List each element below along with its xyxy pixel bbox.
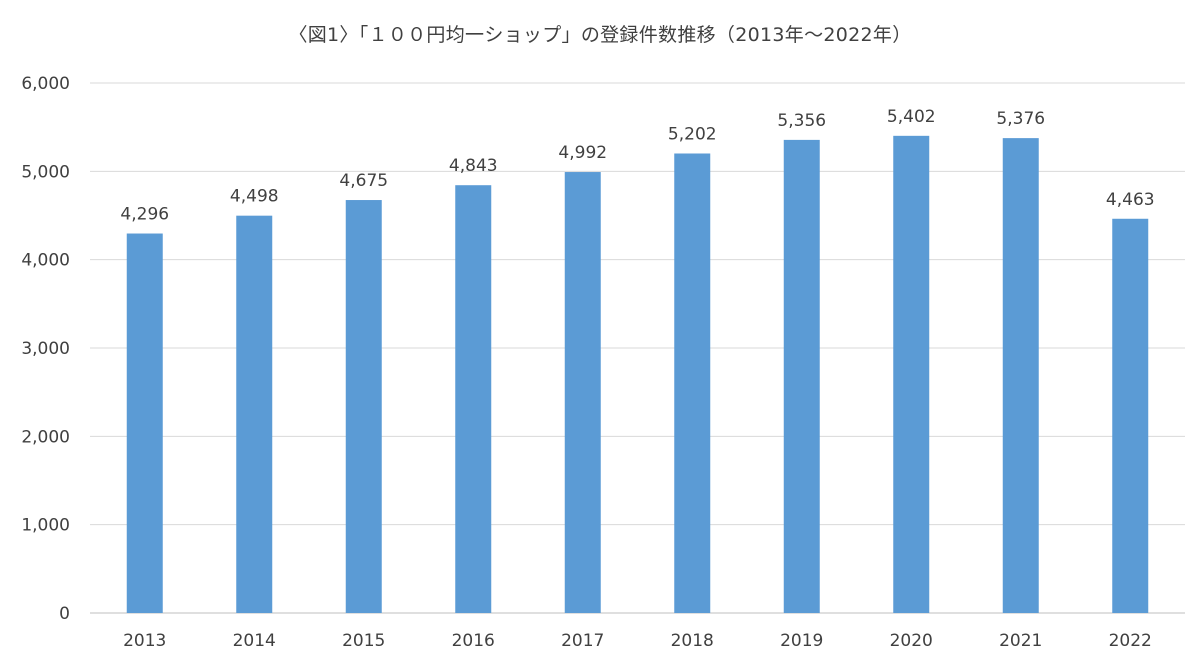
x-tick-label-2013: 2013 — [123, 631, 166, 651]
data-label-2013: 4,296 — [120, 205, 169, 225]
chart-title: 〈図1〉「１００円均一ショップ」の登録件数推移（2013年～2022年） — [288, 24, 912, 46]
x-tick-label-2015: 2015 — [342, 631, 385, 651]
x-axis-ticks: 2013 2014 2015 2016 2017 2018 2019 2020 2021 2022 — [123, 631, 1152, 651]
y-tick-label: 0 — [59, 604, 70, 624]
x-tick-label-2020: 2020 — [890, 631, 933, 651]
x-tick-label-2014: 2014 — [233, 631, 276, 651]
bar-2016 — [455, 185, 492, 613]
x-tick-label-2018: 2018 — [671, 631, 714, 651]
bar-2013 — [126, 233, 163, 613]
x-tick-label-2016: 2016 — [452, 631, 495, 651]
bar-2020 — [893, 135, 930, 613]
bar-2017 — [564, 172, 601, 614]
y-tick-label: 1,000 — [21, 516, 70, 536]
x-tick-label-2021: 2021 — [999, 631, 1042, 651]
y-axis-ticks: 0 1,000 2,000 3,000 4,000 5,000 6,000 — [21, 74, 70, 624]
y-tick-label: 4,000 — [21, 251, 70, 271]
gridlines — [90, 82, 1185, 614]
x-tick-label-2022: 2022 — [1109, 631, 1152, 651]
bars — [126, 135, 1149, 614]
data-label-2017: 4,992 — [558, 143, 607, 163]
data-label-2019: 5,356 — [777, 111, 826, 131]
y-tick-label: 2,000 — [21, 427, 70, 447]
x-tick-label-2019: 2019 — [780, 631, 823, 651]
bar-2021 — [1002, 138, 1039, 613]
data-label-2016: 4,843 — [449, 156, 498, 176]
data-label-2014: 4,498 — [230, 187, 279, 207]
data-label-2020: 5,402 — [887, 107, 936, 127]
x-tick-label-2017: 2017 — [561, 631, 604, 651]
bar-2015 — [345, 200, 382, 613]
data-label-2021: 5,376 — [996, 109, 1045, 129]
y-tick-label: 6,000 — [21, 74, 70, 94]
bar-2018 — [674, 153, 711, 614]
y-tick-label: 3,000 — [21, 339, 70, 359]
data-label-2015: 4,675 — [339, 171, 388, 191]
data-label-2022: 4,463 — [1106, 190, 1155, 210]
bar-2014 — [236, 215, 273, 613]
bar-2019 — [783, 139, 820, 614]
bar-2022 — [1112, 218, 1149, 614]
y-tick-label: 5,000 — [21, 162, 70, 182]
data-label-2018: 5,202 — [668, 124, 717, 144]
data-labels: 4,296 4,498 4,675 4,843 4,992 5,202 5,356 5,402… — [120, 107, 1154, 225]
